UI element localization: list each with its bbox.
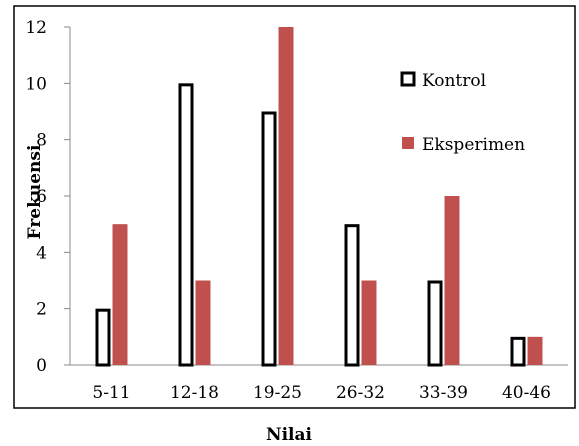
y-tick-label: 10 [25,74,47,94]
x-tick-label: 40-46 [502,383,551,403]
chart-border [13,5,576,409]
x-axis-title: Nilai [266,425,312,445]
bar-eksperimen [527,336,543,365]
y-tick-label: 12 [25,18,47,38]
y-axis: 0 2 4 6 8 10 12 [25,18,71,376]
bar-eksperimen [112,224,128,365]
x-tick-label: 26-32 [336,383,385,403]
x-tick-label: 5-11 [92,383,130,403]
bar-kontrol [344,224,360,367]
legend-label-eksperimen: Eksperimen [422,135,525,155]
bars [95,27,543,367]
legend: Kontrol Eksperimen [400,71,525,155]
bar-eksperimen [361,280,377,365]
y-tick-label: 4 [36,243,47,263]
bar-eksperimen [195,280,211,365]
x-tick-label: 33-39 [419,383,468,403]
bar-kontrol [261,111,277,367]
bar-kontrol [95,308,111,367]
x-tick-label: 19-25 [253,383,302,403]
x-axis: 5-11 12-18 19-25 26-32 33-39 40-46 [70,364,568,403]
y-tick-label: 8 [36,131,47,151]
bar-kontrol [510,336,526,367]
y-tick-label: 6 [36,187,47,207]
y-axis-title: Frekuensi [25,144,45,239]
legend-swatch-eksperimen [402,137,414,149]
bar-kontrol [427,280,443,367]
bar-eksperimen [444,196,460,365]
y-tick-label: 0 [36,356,47,376]
legend-label-kontrol: Kontrol [422,71,486,91]
y-tick-label: 2 [36,300,47,320]
x-tick-label: 12-18 [170,383,219,403]
bar-kontrol [178,83,194,367]
legend-swatch-kontrol [400,71,416,87]
bar-eksperimen [278,27,294,365]
